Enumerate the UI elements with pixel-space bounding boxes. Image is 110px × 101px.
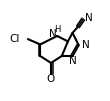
Text: N: N [49, 29, 56, 39]
Text: N: N [85, 13, 93, 23]
Text: H: H [54, 25, 60, 34]
Text: N: N [69, 56, 76, 66]
Text: O: O [47, 74, 55, 84]
Text: Cl: Cl [10, 34, 20, 44]
Text: N: N [82, 40, 90, 50]
